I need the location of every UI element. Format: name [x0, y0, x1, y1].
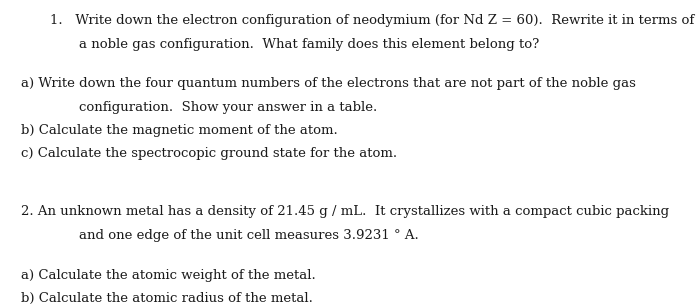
Text: configuration.  Show your answer in a table.: configuration. Show your answer in a tab… — [79, 101, 377, 114]
Text: and one edge of the unit cell measures 3.9231 ° A.: and one edge of the unit cell measures 3… — [79, 230, 419, 242]
Text: 1.   Write down the electron configuration of neodymium (for Nd Z = 60).  Rewrit: 1. Write down the electron configuration… — [50, 14, 694, 27]
Text: a noble gas configuration.  What family does this element belong to?: a noble gas configuration. What family d… — [79, 38, 540, 51]
Text: a) Calculate the atomic weight of the metal.: a) Calculate the atomic weight of the me… — [21, 269, 316, 282]
Text: c) Calculate the spectrocopic ground state for the atom.: c) Calculate the spectrocopic ground sta… — [21, 147, 397, 160]
Text: b) Calculate the magnetic moment of the atom.: b) Calculate the magnetic moment of the … — [21, 124, 337, 137]
Text: b) Calculate the atomic radius of the metal.: b) Calculate the atomic radius of the me… — [21, 292, 313, 305]
Text: 2. An unknown metal has a density of 21.45 g / mL.  It crystallizes with a compa: 2. An unknown metal has a density of 21.… — [21, 205, 669, 218]
Text: a) Write down the four quantum numbers of the electrons that are not part of the: a) Write down the four quantum numbers o… — [21, 76, 636, 89]
